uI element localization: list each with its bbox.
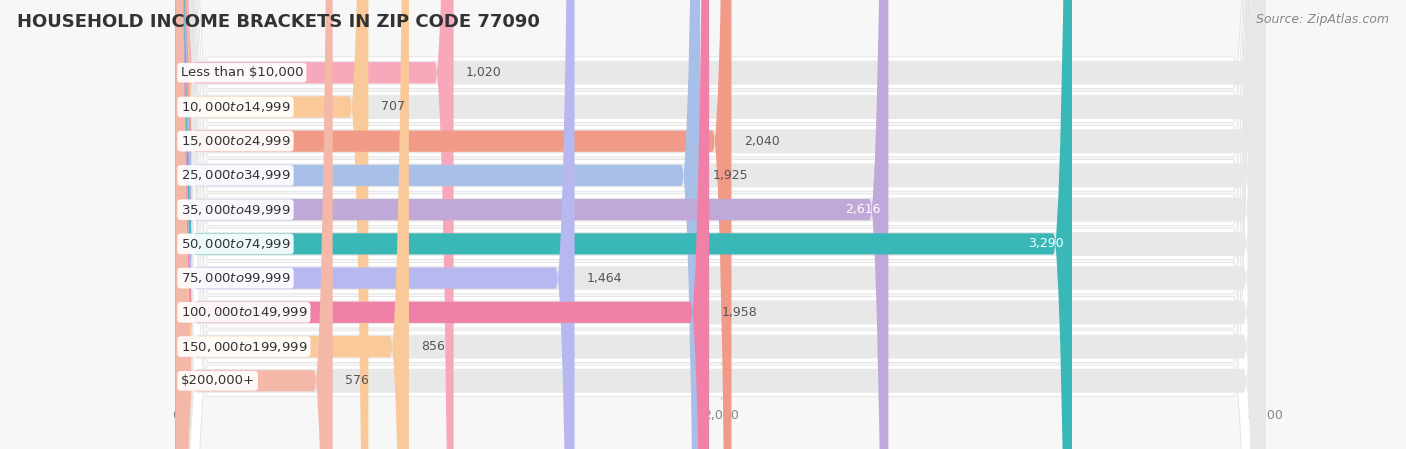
FancyBboxPatch shape bbox=[176, 0, 1265, 449]
FancyBboxPatch shape bbox=[176, 0, 1265, 449]
Text: $200,000+: $200,000+ bbox=[180, 374, 254, 387]
FancyBboxPatch shape bbox=[176, 0, 889, 449]
Text: 2,040: 2,040 bbox=[744, 135, 779, 148]
FancyBboxPatch shape bbox=[176, 0, 1265, 449]
Text: Source: ZipAtlas.com: Source: ZipAtlas.com bbox=[1256, 13, 1389, 26]
FancyBboxPatch shape bbox=[176, 0, 1265, 449]
Text: 1,925: 1,925 bbox=[713, 169, 748, 182]
Text: 1,464: 1,464 bbox=[586, 272, 623, 285]
FancyBboxPatch shape bbox=[176, 0, 1265, 449]
FancyBboxPatch shape bbox=[176, 0, 1265, 449]
Text: 3,290: 3,290 bbox=[1028, 238, 1064, 251]
Text: $25,000 to $34,999: $25,000 to $34,999 bbox=[180, 168, 290, 182]
Text: 707: 707 bbox=[381, 101, 405, 114]
FancyBboxPatch shape bbox=[176, 0, 1265, 449]
FancyBboxPatch shape bbox=[176, 0, 409, 449]
FancyBboxPatch shape bbox=[176, 0, 1265, 449]
FancyBboxPatch shape bbox=[176, 0, 1265, 449]
FancyBboxPatch shape bbox=[176, 0, 575, 449]
FancyBboxPatch shape bbox=[176, 0, 1265, 449]
Text: Less than $10,000: Less than $10,000 bbox=[180, 66, 304, 79]
FancyBboxPatch shape bbox=[176, 0, 1265, 449]
FancyBboxPatch shape bbox=[176, 0, 1071, 449]
FancyBboxPatch shape bbox=[176, 0, 333, 449]
Text: $100,000 to $149,999: $100,000 to $149,999 bbox=[180, 305, 307, 319]
Text: 1,020: 1,020 bbox=[465, 66, 502, 79]
Text: 856: 856 bbox=[422, 340, 446, 353]
FancyBboxPatch shape bbox=[176, 0, 1265, 449]
Text: 1,958: 1,958 bbox=[721, 306, 758, 319]
FancyBboxPatch shape bbox=[176, 0, 368, 449]
FancyBboxPatch shape bbox=[176, 0, 1265, 449]
FancyBboxPatch shape bbox=[176, 0, 731, 449]
FancyBboxPatch shape bbox=[176, 0, 1265, 449]
FancyBboxPatch shape bbox=[176, 0, 1265, 449]
Text: $75,000 to $99,999: $75,000 to $99,999 bbox=[180, 271, 290, 285]
FancyBboxPatch shape bbox=[176, 0, 454, 449]
Text: HOUSEHOLD INCOME BRACKETS IN ZIP CODE 77090: HOUSEHOLD INCOME BRACKETS IN ZIP CODE 77… bbox=[17, 13, 540, 31]
Text: $150,000 to $199,999: $150,000 to $199,999 bbox=[180, 339, 307, 353]
Text: $15,000 to $24,999: $15,000 to $24,999 bbox=[180, 134, 290, 148]
Text: $50,000 to $74,999: $50,000 to $74,999 bbox=[180, 237, 290, 251]
Text: 576: 576 bbox=[344, 374, 368, 387]
FancyBboxPatch shape bbox=[176, 0, 709, 449]
FancyBboxPatch shape bbox=[176, 0, 1265, 449]
FancyBboxPatch shape bbox=[176, 0, 1265, 449]
FancyBboxPatch shape bbox=[176, 0, 1265, 449]
FancyBboxPatch shape bbox=[176, 0, 700, 449]
Text: 2,616: 2,616 bbox=[845, 203, 880, 216]
FancyBboxPatch shape bbox=[176, 0, 1265, 449]
FancyBboxPatch shape bbox=[176, 0, 1265, 449]
Text: $10,000 to $14,999: $10,000 to $14,999 bbox=[180, 100, 290, 114]
Text: $35,000 to $49,999: $35,000 to $49,999 bbox=[180, 202, 290, 216]
